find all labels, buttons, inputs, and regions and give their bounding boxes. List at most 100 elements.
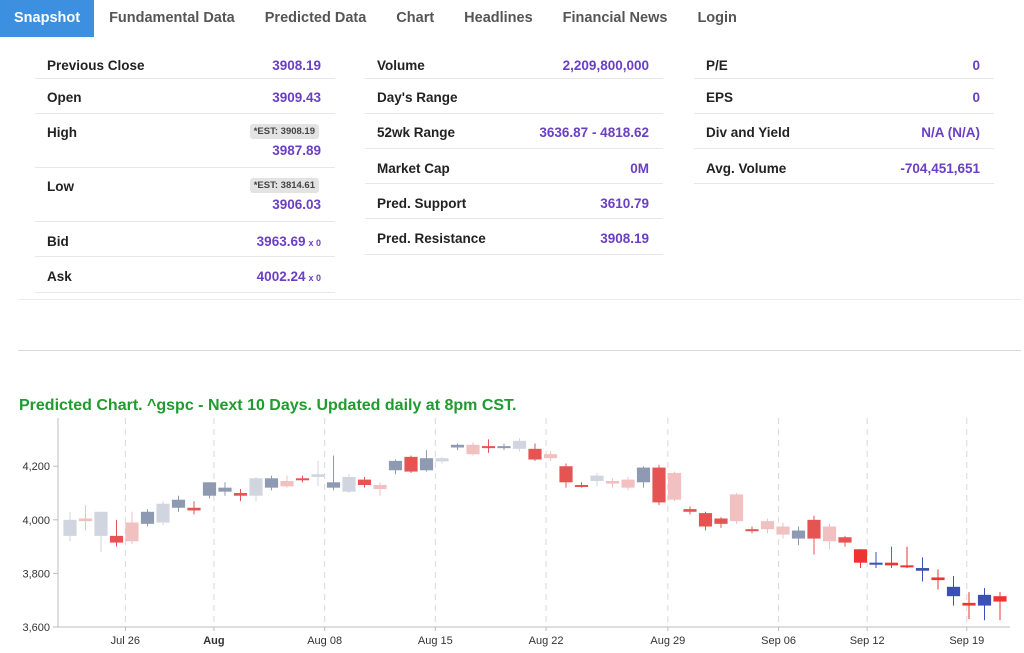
candle-body (776, 526, 790, 535)
divider (18, 350, 1021, 351)
stat-row-pred-support: Pred. Support 3610.79 (365, 184, 663, 219)
candle-body (884, 562, 899, 566)
y-tick-label: 4,000 (22, 515, 50, 527)
candle-body (745, 529, 759, 532)
candle-body (760, 521, 775, 530)
candle-body (931, 577, 945, 581)
x-tick-label: Aug 08 (307, 635, 342, 647)
stat-label: Div and Yield (706, 125, 791, 140)
candle-body (404, 456, 418, 472)
candle-body (993, 596, 1007, 602)
stat-label: Volume (377, 58, 425, 73)
candle-body (838, 537, 852, 543)
tab-snapshot[interactable]: Snapshot (0, 0, 95, 37)
y-tick-label: 3,600 (22, 622, 50, 634)
stat-row-high: High *EST: 3908.19 3987.89 (35, 114, 335, 168)
candle-body (977, 594, 992, 606)
stat-row-div-yield: Div and Yield N/A (N/A) (694, 114, 994, 149)
candle-body (481, 446, 496, 449)
stat-value: -704,451,651 (900, 161, 980, 176)
candle-body (729, 494, 744, 522)
stat-label: Ask (47, 269, 72, 284)
stat-value: 3987.89 (272, 143, 321, 158)
stat-row-days-range: Day's Range (365, 79, 663, 114)
stat-value: 2,209,800,000 (562, 58, 649, 73)
candle-body (156, 503, 170, 523)
chart-title: Predicted Chart. ^gspc - Next 10 Days. U… (19, 397, 517, 414)
stats-column-3: P/E 0 EPS 0 Div and Yield N/A (N/A) Avg.… (694, 48, 994, 184)
stat-value: 3610.79 (600, 196, 649, 211)
candle-body (125, 522, 139, 542)
stat-label: Bid (47, 234, 69, 249)
candle-body (357, 479, 372, 485)
x-tick-label: Jul 26 (111, 635, 140, 647)
stat-label: EPS (706, 90, 734, 105)
x-tick-label: Sep 06 (761, 635, 796, 647)
stat-value: 3909.43 (272, 90, 321, 105)
candle-body (326, 482, 341, 488)
candle-body (667, 472, 682, 500)
stat-row-pe: P/E 0 (694, 48, 994, 79)
stat-row-ask: Ask 4002.24 x 0 (35, 257, 335, 293)
candle-body (94, 511, 108, 536)
candle-body (295, 478, 310, 481)
candlestick-chart: 3,600 3,800 4,000 4,200 Jul 26 Aug Aug 08 Aug 1… (22, 418, 1010, 647)
stat-value: 3636.87 - 4818.62 (539, 125, 649, 140)
candle-body (419, 458, 434, 471)
candle-body (373, 484, 387, 490)
candle-body (63, 519, 77, 536)
stat-value: 3908.19 (272, 58, 321, 73)
candle-body (636, 467, 651, 483)
candle-body (202, 482, 217, 496)
stat-value: 0M (630, 161, 649, 176)
tab-headlines[interactable]: Headlines (464, 10, 533, 26)
tab-login[interactable]: Login (697, 10, 737, 26)
x-tick-label: Aug 22 (529, 635, 564, 647)
tab-chart[interactable]: Chart (396, 10, 435, 26)
candle-body (590, 475, 604, 481)
stat-value: 3906.03 (272, 197, 321, 212)
stat-label: Pred. Resistance (377, 231, 486, 246)
candle-body (497, 446, 511, 449)
stat-value: 0 (972, 90, 980, 105)
stat-value: 3908.19 (600, 231, 649, 246)
candle-body (652, 467, 666, 503)
stat-label: Market Cap (377, 161, 450, 176)
est-badge: *EST: 3814.61 (249, 178, 319, 193)
divider (18, 299, 1021, 300)
candle-body (78, 518, 93, 522)
y-tick-label: 3,800 (22, 568, 50, 580)
candle-body (435, 458, 449, 462)
candle-body (466, 444, 480, 455)
candle-body (109, 535, 124, 543)
candle-body (450, 444, 465, 448)
candle-body (900, 565, 914, 568)
candle-body (171, 499, 186, 508)
stat-value: 3963.69 x 0 (257, 234, 321, 249)
tab-financial-news[interactable]: Financial News (562, 10, 668, 26)
candle-body (559, 466, 573, 483)
nav-tabs: Snapshot Fundamental Data Predicted Data… (0, 0, 1024, 37)
candle-body (280, 480, 294, 487)
x-tick-label: Aug (203, 635, 224, 647)
stat-label: Previous Close (47, 58, 145, 73)
candle-body (853, 549, 868, 563)
candle-body (962, 602, 976, 606)
tab-fundamental-data[interactable]: Fundamental Data (109, 10, 235, 26)
candle-body (822, 526, 837, 542)
candle-body (869, 562, 883, 565)
stats-column-1: Previous Close 3908.19 Open 3909.43 High… (35, 48, 335, 293)
stat-label: Low (47, 179, 74, 194)
candle-body (683, 509, 697, 512)
stat-row-eps: EPS 0 (694, 79, 994, 114)
stat-value: N/A (N/A) (921, 125, 980, 140)
stat-label: High (47, 125, 77, 140)
candle-body (342, 476, 356, 492)
est-badge: *EST: 3908.19 (249, 124, 319, 139)
stat-label: Pred. Support (377, 196, 467, 211)
candle-body (791, 530, 806, 539)
tab-predicted-data[interactable]: Predicted Data (264, 10, 367, 26)
stat-row-avg-volume: Avg. Volume -704,451,651 (694, 149, 994, 184)
stat-row-market-cap: Market Cap 0M (365, 149, 663, 184)
candle-body (233, 493, 248, 496)
